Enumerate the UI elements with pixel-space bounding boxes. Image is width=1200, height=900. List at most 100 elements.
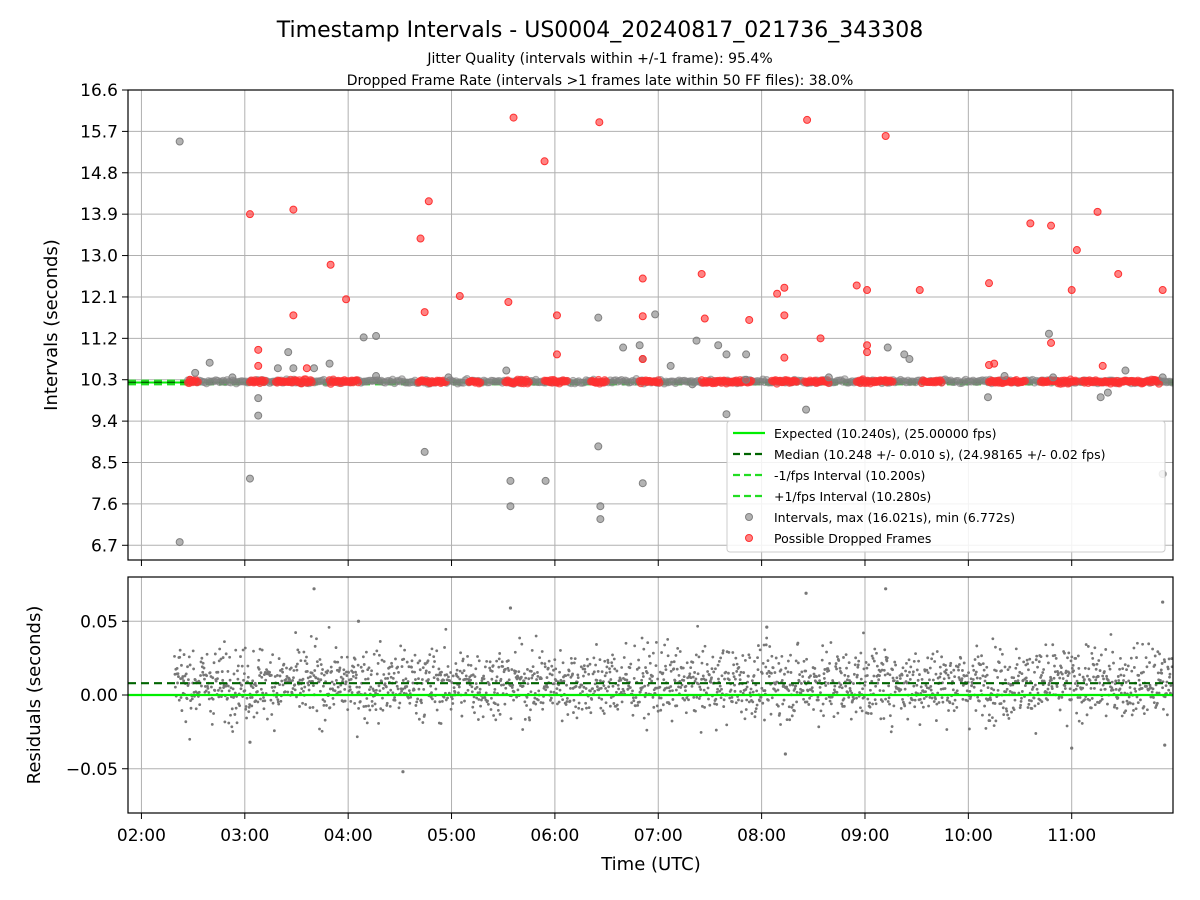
residual-point — [603, 659, 607, 663]
residual-point — [839, 671, 843, 675]
residual-point — [646, 641, 650, 645]
residual-point — [886, 672, 890, 676]
residual-point — [1145, 665, 1149, 669]
residual-point — [281, 683, 285, 687]
residual-point — [497, 657, 501, 661]
residual-point — [770, 671, 773, 675]
interval-point — [289, 364, 298, 373]
residual-point — [802, 697, 805, 701]
residual-point — [744, 688, 748, 691]
residual-point — [828, 661, 832, 665]
residual-point — [966, 699, 970, 703]
residual-point — [952, 709, 956, 713]
residual-point — [981, 713, 984, 717]
residual-point — [704, 678, 708, 682]
residual-point — [184, 720, 188, 724]
dropped-frame-point — [540, 157, 549, 166]
residual-point — [893, 660, 897, 664]
residual-point — [1101, 674, 1105, 678]
residual-point — [450, 681, 454, 685]
residual-point — [254, 684, 258, 688]
residual-point — [572, 711, 575, 714]
residual-point — [330, 669, 334, 673]
residual-point — [193, 678, 197, 682]
residual-point — [263, 699, 267, 703]
residual-point — [595, 685, 599, 689]
residual-point — [940, 655, 944, 659]
residual-point — [500, 683, 503, 687]
dropped-frame-point — [1098, 361, 1107, 370]
residual-point — [1130, 669, 1134, 673]
residual-point — [971, 678, 975, 681]
residual-point — [828, 699, 832, 703]
residual-point — [333, 689, 337, 693]
residual-point — [448, 679, 452, 683]
residual-point — [458, 669, 462, 673]
residual-point — [805, 657, 808, 661]
intervals-plot-frame — [127, 89, 1174, 561]
residual-point — [1028, 657, 1032, 661]
residual-point — [449, 671, 453, 674]
residual-point — [675, 704, 679, 708]
residual-point — [902, 681, 906, 685]
residual-point — [499, 677, 503, 681]
residual-point — [203, 685, 207, 688]
residual-point — [250, 704, 254, 708]
residual-point — [1067, 651, 1071, 655]
residual-point — [664, 664, 667, 668]
residual-point — [672, 660, 676, 664]
dropped-frame-point — [1154, 379, 1163, 388]
residual-point — [666, 654, 670, 658]
residual-point — [747, 700, 751, 704]
residual-point — [663, 643, 667, 647]
residual-point — [469, 678, 472, 682]
residual-point — [946, 673, 950, 677]
residual-point — [789, 653, 792, 657]
residual-point — [888, 714, 892, 718]
residual-point — [477, 659, 481, 663]
residual-point — [1097, 659, 1101, 662]
residual-point — [808, 696, 812, 700]
residual-point — [651, 695, 655, 699]
residual-point — [748, 691, 752, 695]
residual-point — [500, 660, 504, 664]
residual-point — [306, 676, 310, 680]
residual-point — [383, 682, 387, 686]
dropped-frame-point — [985, 279, 994, 288]
residual-point — [993, 702, 997, 705]
residual-point — [817, 725, 821, 729]
residual-point — [1136, 641, 1139, 645]
residual-point — [641, 686, 644, 689]
residual-point — [532, 700, 536, 704]
residual-point — [1133, 687, 1137, 691]
residual-point — [566, 713, 570, 716]
residual-point — [912, 660, 916, 663]
residual-point — [325, 671, 329, 675]
residual-point — [1088, 698, 1092, 702]
residual-point — [411, 670, 414, 674]
residual-point — [549, 690, 553, 694]
residual-point — [480, 698, 483, 702]
residual-point — [321, 698, 325, 702]
residual-point — [1129, 701, 1132, 705]
residual-point — [451, 702, 455, 705]
residual-point — [1010, 710, 1013, 714]
residual-point — [1070, 746, 1074, 750]
dropped-frame-point — [601, 377, 610, 386]
residual-point — [561, 661, 565, 665]
dropped-frame-point — [307, 378, 316, 387]
residual-point — [190, 697, 194, 701]
residual-point — [817, 674, 821, 678]
residual-point — [1083, 666, 1087, 670]
dropped-frame-point — [416, 234, 425, 243]
residual-point — [612, 702, 616, 705]
residual-point — [582, 685, 586, 689]
residual-point — [427, 671, 431, 674]
interval-point — [1049, 373, 1058, 382]
residual-point — [671, 698, 675, 701]
residual-point — [983, 704, 986, 708]
residual-point — [882, 689, 885, 693]
residual-point — [477, 718, 480, 721]
residual-point — [816, 695, 820, 699]
residual-point — [1057, 696, 1061, 700]
